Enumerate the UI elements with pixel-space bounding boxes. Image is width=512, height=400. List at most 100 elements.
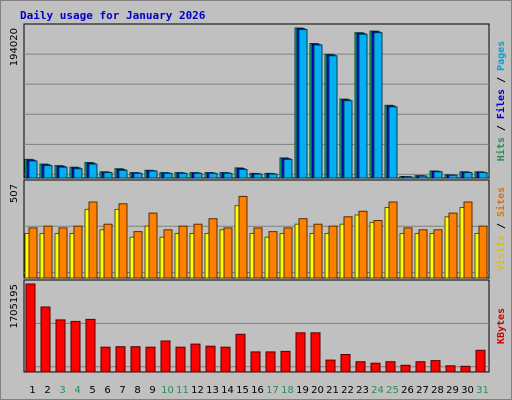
bar-sites-day-19 [298, 218, 308, 279]
bar-kbytes-day-26 [400, 364, 411, 373]
x-tick-label: 8 [134, 385, 140, 396]
bar-kbytes-day-8 [130, 346, 141, 373]
x-tick-label: 2 [44, 385, 50, 396]
bar-kbytes-day-14 [220, 346, 231, 373]
bar-sites-day-5 [88, 201, 98, 279]
bar-sites-day-1 [28, 227, 38, 279]
bar-pages-day-24 [373, 32, 383, 179]
bar-pages-day-15 [238, 169, 248, 179]
bar-pages-day-1 [28, 160, 38, 179]
bar-sites-day-16 [253, 227, 263, 279]
x-tick-label: 28 [431, 385, 444, 396]
bar-sites-day-29 [448, 212, 458, 279]
bar-pages-day-31 [478, 172, 488, 179]
bar-pages-day-16 [253, 173, 263, 179]
bar-pages-day-6 [103, 172, 113, 179]
bar-sites-day-8 [133, 231, 143, 279]
panel-top-plot-area [23, 23, 490, 179]
x-tick-label: 21 [326, 385, 339, 396]
x-tick-label: 3 [59, 385, 65, 396]
bar-pages-day-19 [298, 29, 308, 179]
bar-pages-day-23 [358, 33, 368, 179]
chart-title: Daily usage for January 2026 [20, 9, 206, 22]
bar-kbytes-day-30 [460, 365, 471, 373]
bar-pages-day-25 [388, 106, 398, 179]
x-tick-label: 22 [341, 385, 354, 396]
panel-top-max-label: 194020 [9, 28, 20, 66]
x-tick-label: 1 [29, 385, 35, 396]
side-label-segment: / [496, 119, 507, 137]
bar-pages-day-27 [418, 175, 428, 179]
bar-pages-day-3 [58, 166, 68, 179]
x-tick-label: 6 [104, 385, 110, 396]
bar-kbytes-day-1 [25, 283, 36, 373]
bar-kbytes-day-19 [295, 332, 306, 373]
bar-sites-day-13 [208, 218, 218, 279]
panel-bottom-side-label: KBytes [496, 308, 507, 344]
bar-pages-day-2 [43, 165, 53, 179]
x-tick-label: 18 [281, 385, 294, 396]
bar-kbytes-day-21 [325, 359, 336, 373]
bar-sites-day-27 [418, 229, 428, 279]
bar-kbytes-day-9 [145, 346, 156, 373]
bar-pages-day-7 [118, 169, 128, 179]
bar-pages-day-8 [133, 172, 143, 179]
bar-sites-day-6 [103, 223, 113, 279]
bar-sites-day-24 [373, 220, 383, 279]
bar-sites-day-4 [73, 225, 83, 279]
bar-kbytes-day-13 [205, 345, 216, 373]
bar-pages-day-30 [463, 172, 473, 179]
x-tick-label: 19 [296, 385, 309, 396]
x-tick-label: 25 [386, 385, 399, 396]
side-label-segment: / [496, 217, 507, 235]
bar-kbytes-day-28 [430, 360, 441, 373]
bar-kbytes-day-18 [280, 350, 291, 373]
x-tick-label: 7 [119, 385, 125, 396]
bar-pages-day-10 [163, 172, 173, 179]
bar-pages-day-22 [343, 100, 353, 179]
bar-pages-day-5 [88, 163, 98, 179]
bar-pages-day-29 [448, 174, 458, 179]
bar-kbytes-day-11 [175, 346, 186, 373]
bar-kbytes-day-6 [100, 346, 111, 373]
x-tick-label: 15 [236, 385, 249, 396]
side-label-segment: Pages [496, 41, 507, 71]
panel-middle: 507 Visits / Sites [9, 179, 507, 279]
bar-sites-day-26 [403, 227, 413, 279]
bar-pages-day-21 [328, 55, 338, 179]
bar-sites-day-14 [223, 227, 233, 279]
bar-kbytes-day-17 [265, 351, 276, 373]
bar-sites-day-28 [433, 229, 443, 279]
bar-sites-day-11 [178, 225, 188, 279]
x-tick-label: 13 [206, 385, 219, 396]
x-axis: 1 2 3 4 5 6 7 8 9 10 11 12 13 14 15 16 17 18 19 20 21 22 23 24 2… [29, 385, 489, 396]
bar-kbytes-day-20 [310, 332, 321, 373]
bar-kbytes-day-5 [85, 318, 96, 373]
bar-sites-day-12 [193, 223, 203, 279]
x-tick-label: 10 [161, 385, 174, 396]
bar-sites-day-25 [388, 201, 398, 279]
bar-kbytes-day-10 [160, 340, 171, 373]
bar-pages-day-26 [403, 176, 413, 179]
bar-kbytes-day-31 [475, 349, 486, 373]
bar-kbytes-day-7 [115, 346, 126, 373]
bar-sites-day-10 [163, 229, 173, 279]
bar-pages-day-20 [313, 44, 323, 179]
bar-sites-day-21 [328, 225, 338, 279]
bar-sites-day-15 [238, 195, 248, 279]
x-tick-label: 20 [311, 385, 324, 396]
bar-kbytes-day-3 [55, 319, 66, 373]
bar-pages-day-17 [268, 173, 278, 179]
bar-kbytes-day-25 [385, 361, 396, 373]
x-tick-label: 29 [446, 385, 459, 396]
bar-sites-day-2 [43, 225, 53, 279]
x-tick-label: 4 [74, 385, 80, 396]
bar-sites-day-9 [148, 212, 158, 279]
bar-pages-day-11 [178, 172, 188, 179]
side-label-segment: Sites [495, 187, 507, 217]
side-label-segment: Files [495, 89, 507, 119]
bar-sites-day-17 [268, 231, 278, 279]
panel-bottom-max-label: 1705195 [9, 284, 20, 329]
